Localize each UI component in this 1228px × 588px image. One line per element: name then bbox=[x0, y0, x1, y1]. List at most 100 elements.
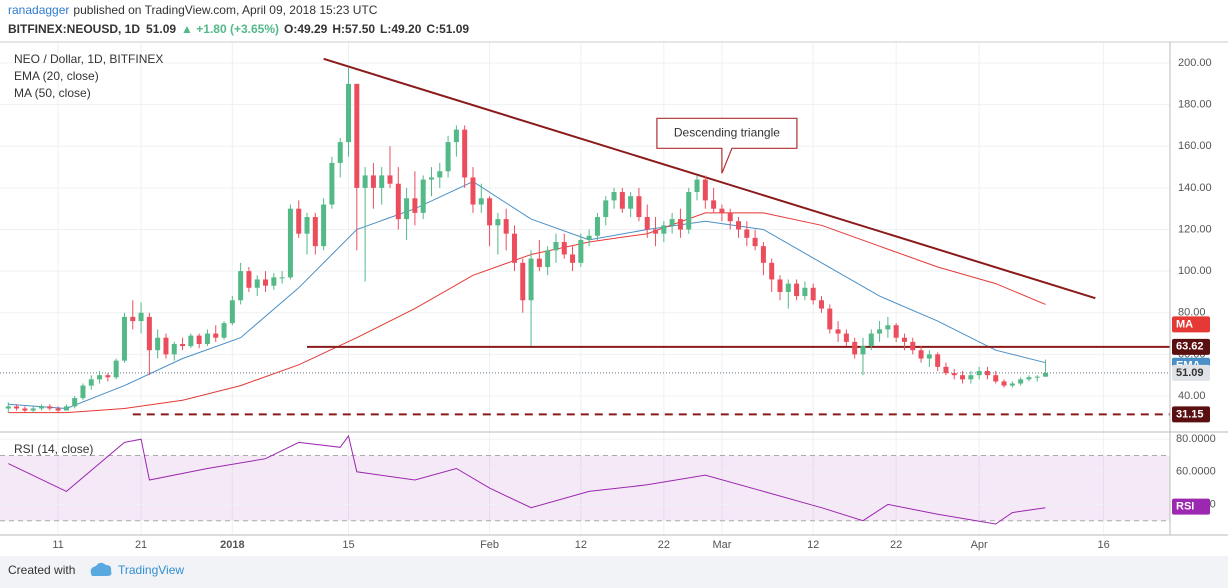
author[interactable]: ranadagger bbox=[8, 3, 69, 17]
symbol: BITFINEX:NEOUSD, 1D bbox=[8, 22, 140, 36]
x-tick-label: 21 bbox=[135, 539, 147, 551]
candle-body bbox=[777, 279, 783, 292]
x-tick-label: 12 bbox=[575, 539, 587, 551]
x-tick-label: 15 bbox=[342, 539, 354, 551]
candle-body bbox=[818, 300, 824, 309]
footer-created: Created with bbox=[8, 563, 75, 577]
candle-body bbox=[528, 258, 534, 301]
candle-body bbox=[760, 246, 766, 263]
candle-body bbox=[271, 277, 277, 286]
candle-body bbox=[1018, 379, 1024, 384]
candle-body bbox=[478, 198, 484, 205]
candle-body bbox=[254, 279, 260, 288]
candle-body bbox=[644, 217, 650, 230]
candle-body bbox=[727, 212, 733, 222]
candle-body bbox=[495, 219, 501, 226]
published: published on TradingView.com, April 09, … bbox=[73, 3, 377, 17]
candle-body bbox=[868, 333, 874, 347]
y-tick-label: 180.00 bbox=[1178, 99, 1212, 111]
candle-body bbox=[719, 208, 725, 213]
candle-body bbox=[910, 341, 916, 351]
candle-body bbox=[661, 225, 667, 234]
candle-body bbox=[487, 198, 493, 226]
candle-body bbox=[1009, 383, 1015, 386]
axis-label: MA bbox=[1176, 318, 1193, 330]
candle-body bbox=[1043, 372, 1049, 377]
candle-body bbox=[951, 373, 957, 376]
candle-body bbox=[653, 229, 659, 234]
candle-body bbox=[843, 333, 849, 342]
candle-body bbox=[296, 208, 302, 234]
candle-body bbox=[520, 262, 526, 301]
candle-body bbox=[38, 406, 44, 409]
x-tick-label: Mar bbox=[712, 539, 731, 551]
x-tick-label: Apr bbox=[971, 539, 988, 551]
candle-body bbox=[229, 300, 235, 324]
candle-body bbox=[105, 375, 111, 378]
symbol-line: BITFINEX:NEOUSD, 1D 51.09 ▲ +1.80 (+3.65%)… bbox=[8, 22, 469, 36]
candle-body bbox=[511, 233, 517, 263]
candle-body bbox=[769, 262, 775, 280]
candle-body bbox=[163, 337, 169, 355]
candle-body bbox=[619, 192, 625, 209]
candle-body bbox=[188, 335, 194, 347]
candle-body bbox=[379, 175, 385, 188]
callout-text: Descending triangle bbox=[674, 125, 780, 139]
candle-body bbox=[984, 371, 990, 376]
candle-body bbox=[113, 360, 119, 378]
candle-body bbox=[636, 196, 642, 218]
candle-body bbox=[901, 337, 907, 342]
candle-body bbox=[935, 354, 941, 367]
candle-body bbox=[503, 219, 509, 234]
candle-body bbox=[802, 287, 808, 297]
candle-body bbox=[744, 229, 750, 238]
candle-body bbox=[885, 325, 891, 330]
candle-body bbox=[171, 343, 177, 355]
legend-ma: MA (50, close) bbox=[14, 86, 91, 100]
candle-body bbox=[47, 406, 53, 409]
candle-body bbox=[180, 343, 186, 347]
candle-body bbox=[329, 162, 335, 205]
candle-body bbox=[694, 179, 700, 193]
candle-body bbox=[370, 175, 376, 188]
candle-body bbox=[30, 408, 36, 411]
candle-body bbox=[196, 335, 202, 344]
axis-label: 63.62 bbox=[1176, 341, 1204, 353]
candle-body bbox=[321, 204, 327, 247]
publish-line: ranadagger published on TradingView.com, … bbox=[8, 3, 378, 17]
candle-body bbox=[146, 316, 152, 351]
chart-title: NEO / Dollar, 1D, BITFINEX bbox=[14, 52, 163, 66]
overlay-line bbox=[8, 181, 1046, 410]
y-tick-label: 80.00 bbox=[1178, 307, 1206, 319]
footer-brand[interactable]: TradingView bbox=[118, 563, 184, 577]
candle-body bbox=[561, 241, 567, 255]
candle-body bbox=[387, 175, 393, 184]
candle-body bbox=[926, 354, 932, 359]
x-tick-label: 12 bbox=[807, 539, 819, 551]
candle-body bbox=[752, 237, 758, 247]
axis-label-box bbox=[1172, 338, 1210, 355]
candle-body bbox=[121, 316, 127, 361]
candle-body bbox=[1034, 376, 1040, 378]
candle-body bbox=[827, 308, 833, 330]
axis-label-box bbox=[1172, 498, 1210, 515]
candle-body bbox=[877, 329, 883, 334]
candle-body bbox=[304, 217, 310, 234]
y-tick-label: 40.00 bbox=[1178, 390, 1206, 402]
plot: Descending triangle bbox=[0, 42, 1170, 535]
candle-body bbox=[279, 277, 285, 279]
candle-body bbox=[354, 83, 360, 188]
x-tick-label: 11 bbox=[52, 539, 63, 551]
candle-body bbox=[976, 371, 982, 376]
candle-body bbox=[221, 323, 227, 338]
candle-body bbox=[943, 366, 949, 374]
candle-body bbox=[72, 398, 78, 407]
callout bbox=[656, 117, 798, 174]
x-tick-label: 22 bbox=[890, 539, 902, 551]
close: C:51.09 bbox=[426, 22, 469, 36]
candle-body bbox=[578, 239, 584, 263]
candle-body bbox=[412, 198, 418, 213]
candle-body bbox=[785, 283, 791, 292]
candle-body bbox=[404, 198, 410, 220]
candle-body bbox=[553, 241, 559, 251]
